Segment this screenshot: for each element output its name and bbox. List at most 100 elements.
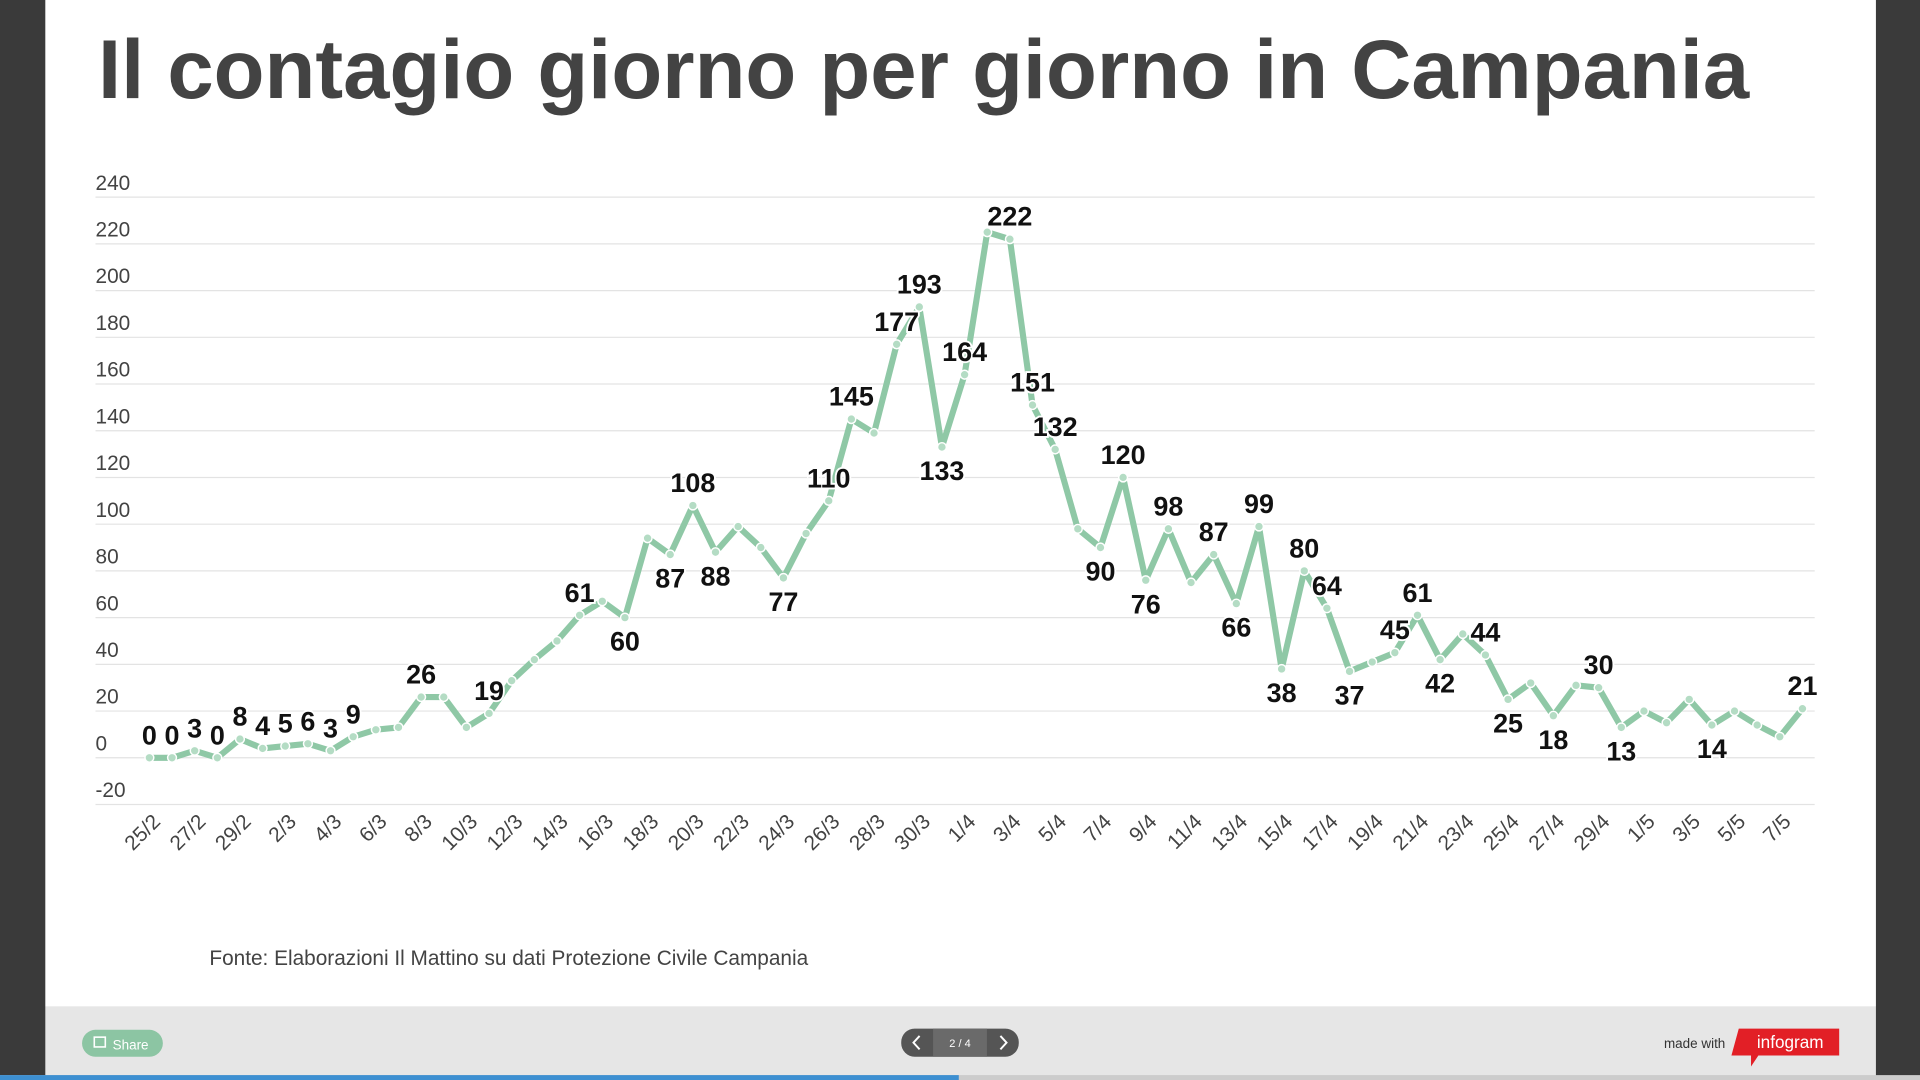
- data-point: [393, 722, 404, 733]
- data-label: 177: [874, 307, 919, 337]
- data-point: [1480, 649, 1491, 661]
- data-point: [438, 691, 449, 703]
- data-point: [144, 752, 155, 763]
- data-label: 61: [1403, 578, 1433, 608]
- data-label: 99: [1244, 489, 1274, 519]
- data-point: [212, 752, 223, 763]
- data-label: 222: [987, 202, 1032, 232]
- data-label: 26: [406, 660, 436, 690]
- y-tick-label: 80: [96, 546, 119, 569]
- data-point: [234, 733, 246, 745]
- data-point: [1525, 677, 1536, 689]
- data-point: [1185, 577, 1197, 588]
- y-tick-label: 200: [96, 265, 131, 288]
- data-label: 45: [1380, 615, 1410, 645]
- y-tick-label: 220: [96, 219, 131, 242]
- data-label: 132: [1033, 412, 1078, 442]
- y-tick-label: 180: [96, 312, 131, 335]
- data-label: 44: [1470, 618, 1500, 648]
- source-note: Fonte: Elaborazioni Il Mattino su dati P…: [209, 947, 808, 970]
- data-point: [733, 521, 744, 532]
- data-point: [1253, 521, 1265, 532]
- brand-label: infogram: [1757, 1032, 1824, 1052]
- data-point: [325, 745, 336, 756]
- data-point: [1095, 542, 1106, 553]
- data-point: [1661, 717, 1672, 728]
- data-label: 5: [278, 709, 293, 739]
- data-point: [1502, 694, 1514, 705]
- y-tick-label: 60: [96, 592, 119, 615]
- data-point: [868, 427, 880, 439]
- y-tick-label: 240: [96, 172, 131, 195]
- progress-fill: [0, 1075, 959, 1080]
- card: [45, 0, 1876, 1007]
- data-label: 21: [1787, 671, 1817, 701]
- brand-badge: [1731, 1028, 1840, 1067]
- data-point: [551, 635, 563, 647]
- data-point: [461, 722, 472, 733]
- pager-label: 2 / 4: [949, 1038, 970, 1050]
- data-point: [189, 745, 200, 756]
- next-button[interactable]: [999, 1035, 1008, 1051]
- data-point: [1752, 719, 1763, 731]
- data-point: [166, 752, 178, 763]
- data-label: 9: [346, 699, 361, 729]
- data-point: [1344, 666, 1355, 677]
- data-label: 87: [655, 564, 685, 594]
- data-point: [1774, 731, 1785, 742]
- data-point: [1548, 710, 1559, 721]
- data-point: [687, 500, 699, 511]
- data-label: 60: [610, 627, 640, 657]
- data-point: [1389, 647, 1400, 658]
- share-label: Share: [113, 1037, 149, 1052]
- data-label: 61: [565, 578, 595, 608]
- data-point: [1729, 705, 1740, 717]
- y-tick-label: 40: [96, 639, 119, 662]
- y-tick-label: 140: [96, 405, 131, 428]
- data-point: [1299, 565, 1310, 577]
- data-point: [280, 740, 291, 752]
- data-label: 0: [142, 720, 157, 750]
- data-point: [1412, 610, 1423, 621]
- share-icon: [93, 1036, 107, 1048]
- data-point: [1276, 663, 1287, 675]
- data-label: 42: [1425, 669, 1455, 699]
- data-point: [846, 413, 857, 425]
- data-label: 0: [165, 720, 180, 750]
- data-point: [1367, 656, 1378, 668]
- data-point: [1684, 694, 1695, 705]
- y-tick-label: 160: [96, 359, 131, 382]
- brand-link[interactable]: infogram: [1731, 1028, 1840, 1067]
- data-point: [1117, 472, 1129, 483]
- data-label: 76: [1131, 589, 1161, 619]
- data-point: [483, 708, 495, 719]
- data-label: 8: [232, 702, 247, 732]
- data-label: 13: [1606, 736, 1636, 766]
- data-point: [1072, 523, 1083, 534]
- prev-button[interactable]: [912, 1035, 921, 1051]
- data-point: [1163, 523, 1174, 534]
- data-label: 25: [1493, 708, 1523, 738]
- data-label: 120: [1101, 440, 1146, 470]
- data-point: [914, 301, 925, 313]
- data-label: 19: [474, 676, 504, 706]
- pager: 2 / 4: [901, 1028, 1019, 1057]
- data-point: [1570, 680, 1582, 691]
- data-point: [1638, 705, 1650, 717]
- grid: [95, 196, 1815, 806]
- data-label: 64: [1312, 571, 1342, 601]
- data-label: 37: [1335, 680, 1365, 710]
- share-button[interactable]: Share: [82, 1029, 163, 1057]
- data-point: [1457, 628, 1468, 640]
- data-point: [302, 738, 314, 749]
- data-point: [597, 596, 608, 607]
- data-label: 14: [1697, 734, 1727, 764]
- y-tick-label: 120: [96, 452, 131, 475]
- data-point: [574, 610, 585, 621]
- data-label: 87: [1199, 517, 1229, 547]
- data-point: [529, 654, 540, 665]
- data-point: [1706, 719, 1718, 731]
- data-label: 30: [1584, 650, 1614, 680]
- data-point: [619, 612, 631, 623]
- data-label: 193: [897, 269, 942, 299]
